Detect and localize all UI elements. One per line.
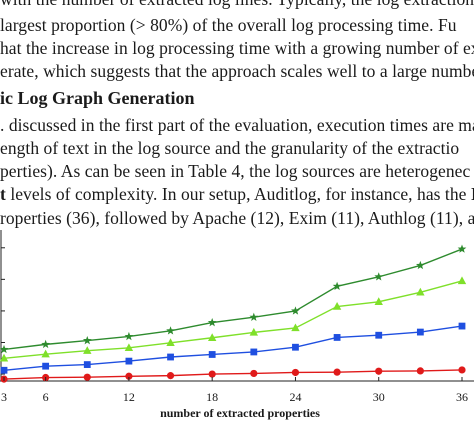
data-point	[249, 312, 259, 321]
data-point	[207, 317, 217, 327]
data-point	[416, 328, 424, 336]
x-axis-label: number of extracted properties	[160, 406, 320, 420]
data-point	[166, 326, 175, 335]
x-tick-label: 30	[373, 390, 385, 404]
data-point	[291, 368, 300, 377]
data-point	[83, 373, 91, 381]
data-point	[125, 372, 133, 380]
text-line: t levels of complexity. In our setup, Au…	[0, 184, 474, 205]
data-point	[457, 276, 467, 285]
series-line	[3, 369, 463, 380]
series-line	[3, 248, 463, 351]
data-point	[333, 368, 341, 376]
text-fragment: I	[471, 184, 474, 204]
data-point	[292, 343, 299, 351]
data-point	[83, 361, 91, 368]
x-tick-label: 12	[123, 390, 135, 404]
text-line: roperties (36), followed by Apache (12),…	[0, 208, 474, 228]
x-tick-label: 18	[206, 390, 218, 404]
data-point	[374, 272, 384, 281]
text-line: perties). As can be seen in Table 4, the…	[0, 161, 471, 181]
x-tick-label: 6	[43, 390, 49, 404]
data-point	[415, 260, 425, 270]
data-point	[0, 344, 9, 354]
data-point	[416, 367, 424, 375]
text-line: ength of text in the log source and the …	[0, 138, 460, 158]
data-point	[375, 331, 383, 339]
text-line: largest proportion (> 80%) of the overal…	[0, 15, 457, 35]
data-point	[0, 353, 9, 362]
data-point	[42, 362, 50, 370]
data-point	[41, 339, 51, 349]
data-point	[167, 353, 174, 361]
data-point	[291, 306, 300, 315]
data-point	[166, 338, 175, 347]
text-line: . discussed in the first part of the eva…	[0, 115, 474, 135]
data-point	[124, 343, 134, 352]
data-point	[291, 323, 300, 332]
data-point	[375, 367, 383, 375]
data-point	[332, 281, 342, 291]
text-line: hat the increase in log processing time …	[0, 38, 474, 58]
chart-ticks: 3 6 12 18 24 30 36	[1, 377, 468, 404]
data-point	[208, 351, 216, 358]
data-point	[374, 297, 383, 305]
data-point	[458, 366, 466, 374]
data-point	[333, 334, 341, 341]
data-point	[332, 302, 342, 310]
section-heading: ic Log Graph Generation	[0, 88, 195, 108]
series-line	[3, 325, 463, 371]
data-point	[0, 366, 8, 374]
data-point	[250, 348, 258, 356]
data-point	[416, 287, 425, 296]
text-fragment: t	[0, 184, 6, 204]
data-point	[82, 335, 92, 345]
data-point	[166, 372, 175, 380]
data-point	[41, 349, 50, 358]
data-point	[458, 322, 466, 330]
data-point	[208, 370, 216, 378]
data-point	[457, 244, 467, 253]
data-point	[207, 333, 217, 341]
data-point	[249, 327, 259, 336]
data-point	[124, 331, 134, 341]
x-tick-label: 36	[456, 390, 468, 404]
text-fragment: levels of complexity. In our setup, Audi…	[5, 184, 471, 204]
chart-markers	[0, 244, 467, 383]
x-tick-label: 24	[289, 390, 301, 404]
x-tick-label: 3	[1, 390, 7, 404]
chart-lines	[3, 248, 463, 380]
data-point	[125, 357, 133, 365]
chart-axes	[0, 230, 474, 382]
text-line: erate, which suggests that the approach …	[0, 61, 474, 81]
series-line	[3, 280, 463, 359]
data-point	[250, 369, 258, 378]
data-point	[83, 346, 92, 354]
text-line-cut: with the number of extracted log lines. …	[0, 0, 474, 10]
